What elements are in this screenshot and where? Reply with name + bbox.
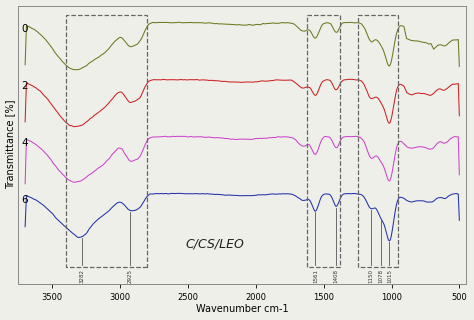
Bar [357,15,398,267]
Text: C/CS/LEO: C/CS/LEO [186,237,245,250]
Text: 6: 6 [21,196,27,205]
Text: 1015: 1015 [387,269,392,284]
Y-axis label: Transmittance [%]: Transmittance [%] [6,100,16,189]
Text: 1561: 1561 [313,269,318,284]
X-axis label: Wavenumber cm-1: Wavenumber cm-1 [196,304,289,315]
Text: 2925: 2925 [128,269,133,284]
Text: 1408: 1408 [334,269,338,284]
Text: 0: 0 [21,24,27,34]
Text: 4: 4 [21,139,27,148]
Bar [307,15,340,267]
Bar [66,15,147,267]
Text: 3282: 3282 [79,269,84,284]
Text: 1078: 1078 [378,269,383,284]
Text: 1150: 1150 [369,269,374,284]
Text: 2: 2 [21,81,27,92]
